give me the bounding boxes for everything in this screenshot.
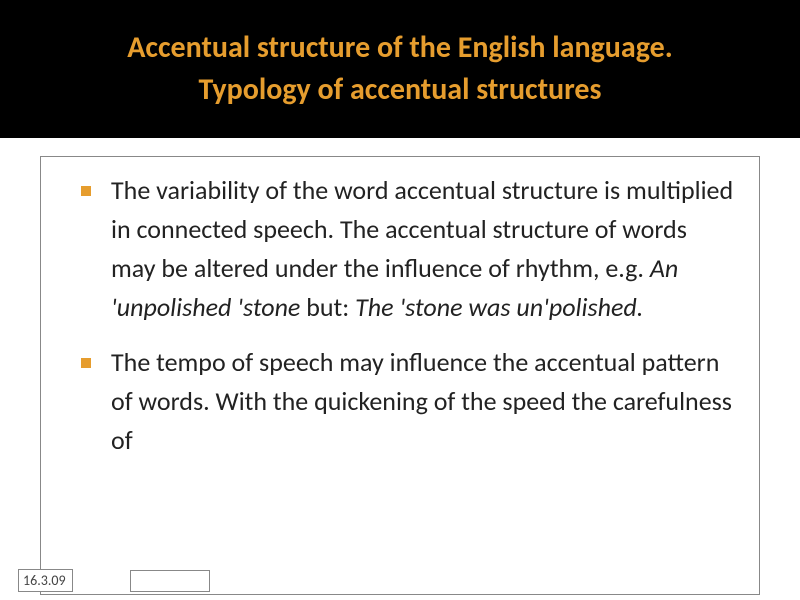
content-body: The variability of the word accentual st… [40,156,760,595]
bullet-italic: The 'stone was un'polished. [355,291,643,323]
bullet-item: The variability of the word accentual st… [81,171,735,327]
bullet-text: The tempo of speech may influence the ac… [111,346,732,456]
slide-title: Accentual structure of the English langu… [127,27,672,111]
bullet-text: The variability of the word accentual st… [111,174,733,284]
title-bar: Accentual structure of the English langu… [0,0,800,138]
title-line-2: Typology of accentual structures [198,71,601,108]
footer-pagenum-box [130,570,210,592]
footer-date: 16.3.09 [18,569,73,592]
title-line-1: Accentual structure of the English langu… [127,29,672,66]
footer-date-text: 16.3.09 [23,572,66,589]
bullet-item: The tempo of speech may influence the ac… [81,343,735,460]
bullet-text: but: [306,291,355,323]
